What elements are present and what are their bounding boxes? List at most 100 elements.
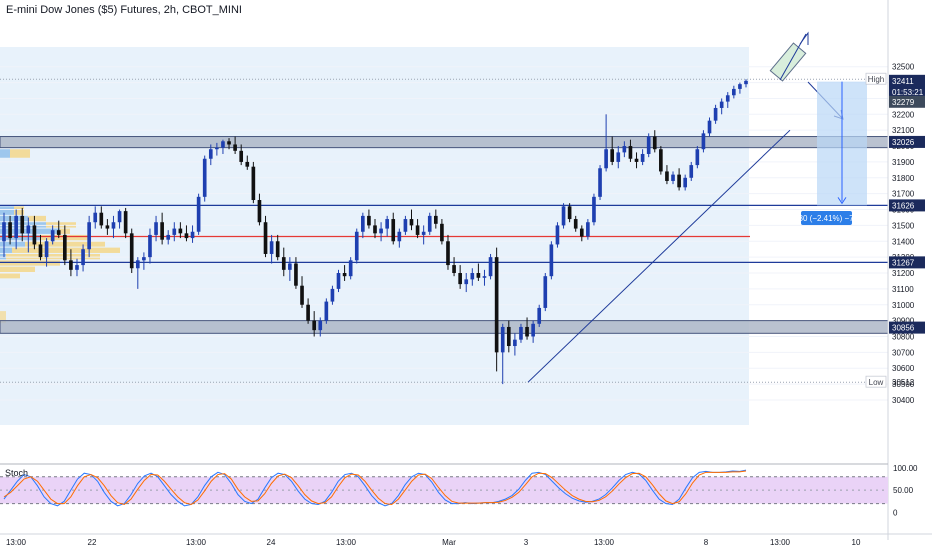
candle bbox=[500, 323, 505, 385]
candle-body bbox=[14, 215, 18, 239]
candle-body bbox=[62, 234, 67, 261]
candle bbox=[306, 298, 310, 324]
candle-body bbox=[427, 215, 432, 232]
candle bbox=[281, 247, 286, 277]
candle-body bbox=[20, 215, 25, 234]
candle-body bbox=[579, 228, 584, 237]
candle bbox=[81, 244, 85, 272]
x-tick-label: 13:00 bbox=[594, 538, 615, 547]
candle-body bbox=[561, 206, 566, 226]
candle-body bbox=[701, 133, 706, 150]
candle-body bbox=[367, 215, 371, 226]
candle bbox=[488, 253, 493, 280]
candle bbox=[111, 215, 116, 239]
candle-body bbox=[500, 326, 505, 353]
candle bbox=[610, 136, 615, 166]
candle bbox=[470, 268, 475, 286]
y-tick-label: 31000 bbox=[892, 301, 915, 310]
candle bbox=[555, 222, 560, 248]
candle-body bbox=[555, 225, 560, 245]
candle-body bbox=[69, 260, 73, 270]
arrowhead bbox=[837, 197, 847, 205]
x-tick-label: 10 bbox=[852, 538, 861, 547]
candle-body bbox=[208, 149, 213, 159]
candle-body bbox=[8, 222, 12, 239]
candle bbox=[592, 193, 596, 226]
candle bbox=[117, 209, 122, 229]
candle bbox=[148, 228, 152, 264]
candle bbox=[482, 269, 487, 286]
price-tag-label: Low bbox=[869, 378, 884, 387]
candle-body bbox=[586, 222, 590, 237]
candle-body bbox=[318, 320, 323, 331]
candle bbox=[275, 234, 280, 261]
candle bbox=[659, 146, 663, 175]
candle bbox=[549, 241, 554, 280]
candle-body bbox=[646, 136, 651, 154]
candle-body bbox=[269, 241, 274, 254]
price-tag-bg bbox=[889, 256, 925, 269]
candle-body bbox=[707, 120, 712, 134]
candle-body bbox=[75, 265, 79, 270]
candle-body bbox=[725, 95, 730, 102]
x-tick-label: 13:00 bbox=[6, 538, 27, 547]
price-tag-label: 32411 bbox=[892, 77, 914, 86]
candle bbox=[506, 320, 511, 353]
candle-body bbox=[263, 222, 268, 254]
candle-body bbox=[348, 260, 353, 277]
candle bbox=[32, 215, 37, 250]
price-tag-label: 01:53:21 bbox=[892, 88, 924, 97]
candle-body bbox=[732, 88, 736, 96]
projection-box bbox=[769, 42, 807, 82]
price-tag-bg bbox=[889, 86, 925, 99]
candle-body bbox=[87, 222, 91, 250]
x-tick-label: 24 bbox=[267, 538, 276, 547]
candle-body bbox=[44, 241, 49, 258]
candle bbox=[531, 320, 535, 343]
candle-body bbox=[719, 101, 724, 108]
price-tag-bg bbox=[865, 72, 887, 85]
candle-body bbox=[738, 84, 742, 89]
candle-body bbox=[294, 263, 298, 286]
candle bbox=[160, 212, 164, 245]
candle-body bbox=[379, 228, 383, 234]
candle bbox=[93, 206, 98, 229]
candle bbox=[2, 212, 6, 258]
candle-body bbox=[598, 168, 602, 197]
candle-body bbox=[142, 257, 146, 261]
candle bbox=[324, 298, 329, 324]
candle bbox=[245, 155, 250, 170]
candle-body bbox=[519, 326, 523, 340]
candle bbox=[665, 165, 669, 185]
candle bbox=[227, 138, 231, 150]
candle-body bbox=[616, 152, 621, 162]
candle-body bbox=[148, 234, 152, 258]
volume-profile-bar-yellow bbox=[10, 149, 30, 158]
candle-body bbox=[56, 230, 61, 235]
y-tick-label: 30700 bbox=[892, 348, 915, 357]
candle bbox=[318, 317, 323, 337]
candle-body bbox=[123, 211, 128, 234]
support-resistance-zone bbox=[0, 320, 889, 334]
candle-body bbox=[677, 174, 681, 188]
candle bbox=[288, 257, 292, 281]
candle bbox=[300, 276, 304, 308]
candle-body bbox=[135, 260, 140, 269]
y-tick-label: 30500 bbox=[892, 380, 915, 389]
candle bbox=[50, 225, 55, 245]
candle-body bbox=[312, 320, 317, 331]
trend-line bbox=[527, 129, 791, 383]
candle-body bbox=[81, 249, 85, 266]
candle-body bbox=[567, 206, 572, 220]
candle-body bbox=[458, 273, 462, 285]
candle bbox=[446, 234, 450, 270]
candle-body bbox=[494, 257, 499, 353]
price-tag-bg bbox=[889, 95, 925, 108]
x-tick-label: 8 bbox=[704, 538, 709, 547]
candle bbox=[622, 141, 627, 158]
candle-body bbox=[634, 158, 639, 162]
measure-label-bg bbox=[801, 211, 852, 225]
candle-body bbox=[227, 141, 231, 145]
arrowhead bbox=[799, 31, 809, 45]
candle-body bbox=[306, 304, 310, 321]
